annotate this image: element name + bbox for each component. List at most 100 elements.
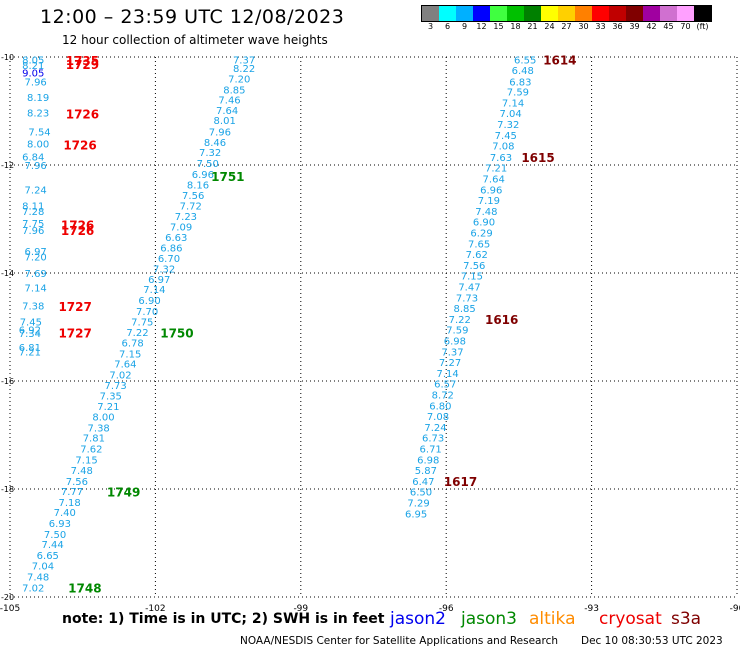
pass-time-label: 1615 — [521, 151, 554, 165]
swh-value: 7.50 — [197, 159, 219, 170]
legend-bin-label: 42 — [646, 22, 657, 31]
swh-value: 7.24 — [424, 423, 446, 434]
legend-swatch — [524, 6, 541, 21]
swh-value: 7.18 — [58, 498, 80, 509]
swh-value: 7.15 — [119, 349, 141, 360]
swh-value: 8.46 — [204, 138, 226, 149]
swh-value: 6.81 — [19, 343, 41, 354]
legend-swatch — [473, 6, 490, 21]
swh-value: 8.00 — [27, 139, 49, 150]
timestamp: Dec 10 08:30:53 UTC 2023 — [581, 635, 723, 647]
legend-bin-label: 70 — [680, 22, 691, 31]
legend-bin-label: 30 — [578, 22, 589, 31]
legend-swatch — [422, 6, 439, 21]
color-legend — [421, 5, 712, 22]
swh-value: 7.75 — [22, 219, 44, 230]
legend-swatch — [626, 6, 643, 21]
swh-value: 8.19 — [27, 93, 49, 104]
legend-swatch — [609, 6, 626, 21]
swh-value: 7.64 — [216, 106, 238, 117]
legend-swatch — [694, 6, 711, 21]
swh-value: 7.08 — [427, 412, 449, 423]
legend-swatch — [456, 6, 473, 21]
swh-value: 6.48 — [512, 66, 534, 77]
swh-value: 7.96 — [25, 161, 47, 172]
swh-value: 7.50 — [44, 530, 66, 541]
legend-bin-label: 39 — [629, 22, 640, 31]
pass-time-label: 1749 — [107, 486, 140, 500]
swh-value: 6.86 — [160, 244, 182, 255]
legend-jason2: jason2 — [390, 609, 446, 629]
swh-value: 7.27 — [439, 358, 461, 369]
swh-value: 7.59 — [446, 326, 468, 337]
legend-swatch — [439, 6, 456, 21]
swh-value: 8.85 — [453, 304, 475, 315]
swh-value: 7.81 — [83, 434, 105, 445]
swh-value: 7.32 — [153, 265, 175, 276]
swh-value: 7.45 — [20, 318, 42, 329]
lat-tick-label: -18 — [1, 485, 14, 494]
swh-value: 8.21 — [22, 61, 44, 72]
swh-value: 8.00 — [92, 413, 114, 424]
swh-value: 6.71 — [420, 445, 442, 456]
pass-time-label: 1727 — [58, 300, 91, 314]
swh-value: 5.87 — [415, 466, 437, 477]
swh-value: 6.98 — [444, 337, 466, 348]
swh-value: 6.50 — [410, 488, 432, 499]
credit-line: NOAA/NESDIS Center for Satellite Applica… — [240, 635, 558, 647]
swh-value: 7.64 — [114, 360, 136, 371]
swh-value: 6.97 — [148, 275, 170, 286]
pass-time-label: 1616 — [485, 313, 518, 327]
legend-altika: altika — [529, 609, 576, 629]
swh-value: 7.56 — [66, 477, 88, 488]
swh-value: 6.97 — [25, 247, 47, 258]
swh-value: 6.84 — [22, 152, 44, 163]
legend-bin-label: 15 — [493, 22, 504, 31]
legend-s3a: s3a — [671, 609, 702, 629]
swh-value: 7.14 — [25, 284, 47, 295]
swh-value: 6.83 — [509, 77, 531, 88]
swh-value: 6.95 — [405, 509, 427, 520]
swh-value: 7.54 — [28, 128, 50, 139]
pass-time-label: 1748 — [68, 581, 101, 595]
swh-value: 6.57 — [434, 380, 456, 391]
swh-value: 7.45 — [495, 131, 517, 142]
lat-tick-label: -10 — [1, 53, 14, 62]
swh-value: 7.59 — [507, 88, 529, 99]
swh-value: 7.32 — [497, 120, 519, 131]
swh-value: 7.37 — [441, 347, 463, 358]
legend-bin-label: (ft) — [696, 22, 709, 31]
swh-value: 7.22 — [449, 315, 471, 326]
swh-value: 8.16 — [187, 180, 209, 191]
swh-value: 6.29 — [470, 229, 492, 240]
lon-tick-label: -96 — [439, 604, 454, 614]
swh-value: 7.32 — [199, 148, 221, 159]
swh-value: 7.15 — [461, 272, 483, 283]
legend-swatch — [660, 6, 677, 21]
swh-value: 7.40 — [54, 508, 76, 519]
swh-value: 8.23 — [27, 109, 49, 120]
legend-swatch — [643, 6, 660, 21]
swh-value: 7.15 — [75, 455, 97, 466]
legend-jason3: jason3 — [461, 609, 517, 629]
lon-tick-label: -102 — [145, 604, 165, 614]
swh-value: 7.35 — [100, 392, 122, 403]
legend-swatch — [541, 6, 558, 21]
pass-time-label: 1617 — [444, 475, 477, 489]
page-subtitle: 12 hour collection of altimeter wave hei… — [62, 33, 328, 47]
pass-time-label: 1750 — [160, 326, 193, 340]
legend-bin-label: 18 — [510, 22, 521, 31]
swh-value: 6.92 — [19, 326, 41, 337]
swh-value: 7.14 — [143, 285, 165, 296]
swh-value: 6.80 — [429, 401, 451, 412]
lon-tick-label: -93 — [584, 604, 599, 614]
swh-value: 8.72 — [432, 391, 454, 402]
pass-time-label: 1751 — [211, 170, 244, 184]
lat-tick-label: -14 — [1, 269, 14, 278]
swh-value: 7.14 — [502, 98, 524, 109]
swh-value: 6.96 — [192, 170, 214, 181]
swh-value: 7.38 — [22, 301, 44, 312]
legend-swatch — [507, 6, 524, 21]
legend-swatch — [677, 6, 694, 21]
swh-value: 7.20 — [228, 75, 250, 86]
